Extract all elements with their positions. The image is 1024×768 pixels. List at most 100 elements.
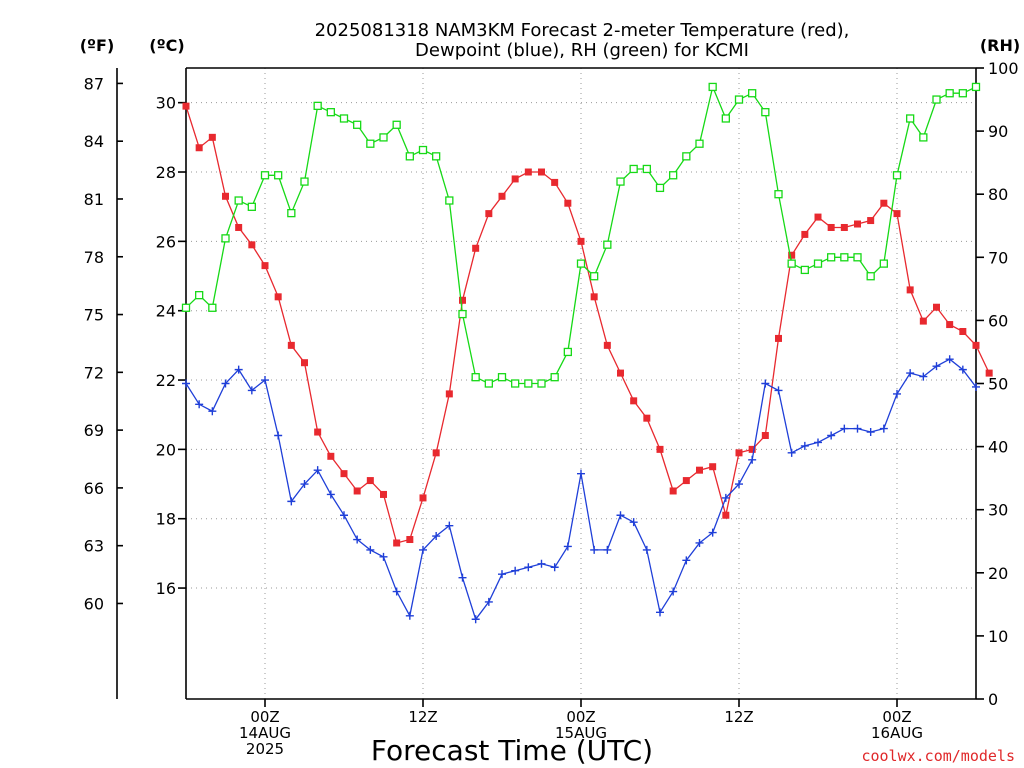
rh-point [721, 114, 730, 123]
temperature-point [669, 487, 677, 495]
dewpoint-point [945, 355, 954, 364]
dewpoint-point [721, 493, 730, 502]
celsius-tick-label: 18 [156, 510, 176, 529]
temperature-point [301, 359, 308, 367]
rh-point [497, 373, 507, 382]
temperature-point [617, 369, 624, 377]
temperature-point [788, 251, 796, 259]
dewpoint-point [379, 552, 388, 561]
temperature-point [274, 293, 282, 301]
x-tick-label: 00Z [882, 708, 911, 726]
dewpoint-point [616, 511, 625, 520]
temperature-point [919, 317, 927, 325]
temperature-point [538, 168, 545, 176]
temperature-point [524, 168, 532, 176]
temperature-point [630, 397, 638, 405]
rh-point [247, 202, 256, 211]
rh-point [906, 114, 915, 123]
rh-point [379, 133, 388, 142]
rh-point [392, 120, 401, 129]
temperature-point [406, 536, 414, 544]
rh-point [590, 272, 599, 281]
dewpoint-point [563, 542, 572, 551]
celsius-tick-label: 26 [156, 232, 176, 251]
axes [116, 67, 984, 707]
rh-point [879, 259, 888, 268]
rh-tick-label: 100 [988, 59, 1019, 78]
fahrenheit-tick-label: 69 [84, 421, 104, 440]
x-axis-label: Forecast Time (UTC) [371, 734, 653, 767]
dewpoint-point [682, 556, 691, 565]
rh-tick-label: 0 [988, 690, 998, 709]
dewpoint-point [748, 455, 757, 464]
rh-point [445, 196, 454, 205]
dewpoint-point [247, 386, 256, 395]
temperature-point [946, 321, 954, 329]
x-tick-label: 12Z [724, 708, 753, 726]
dewpoint-point [313, 466, 322, 475]
rh-point [734, 95, 744, 104]
temperature-point [380, 490, 387, 498]
rh-point [616, 177, 625, 186]
temperature-series [182, 102, 993, 547]
dewpoint-point [853, 424, 862, 433]
rh-point [339, 114, 349, 123]
temperature-point [419, 494, 427, 502]
dewpoint-point [300, 480, 309, 489]
fahrenheit-tick-label: 75 [84, 306, 104, 325]
temperature-point [656, 445, 664, 453]
dewpoint-point [287, 497, 296, 506]
temperature-point [748, 445, 756, 453]
rh-point [629, 164, 638, 174]
dewpoint-point [840, 424, 849, 433]
dewpoint-series [182, 355, 980, 624]
fahrenheit-tick-label: 84 [84, 132, 104, 151]
rh-point [537, 379, 546, 388]
dewpoint-point [972, 382, 980, 391]
celsius-tick-label: 20 [156, 440, 176, 459]
rh-point [800, 265, 809, 275]
temperature-point [498, 192, 506, 200]
temperature-point [327, 452, 335, 460]
celsius-tick-label: 16 [156, 579, 176, 598]
rh-point [234, 196, 243, 205]
dewpoint-point [445, 521, 454, 530]
rh-point [827, 253, 836, 262]
dewpoint-point [484, 597, 493, 606]
rh-point [748, 89, 757, 98]
rh-point [695, 139, 704, 148]
temperature-point [906, 286, 914, 294]
dewpoint-point [208, 407, 217, 416]
temperature-point [603, 341, 611, 349]
temperature-point [590, 293, 598, 301]
dewpoint-point [471, 615, 480, 624]
temperature-point [432, 449, 440, 457]
rh-point [195, 291, 204, 300]
dewpoint-point [761, 379, 770, 388]
dewpoint-point [353, 535, 362, 544]
rh-unit-label: (RH) [980, 36, 1020, 55]
chart-subtitle: Dewpoint (blue), RH (green) for KCMI [415, 40, 749, 61]
dewpoint-point [550, 563, 559, 572]
temperature-point [643, 414, 651, 422]
temperature-point [933, 303, 940, 311]
dewpoint-point [827, 431, 836, 440]
temperature-point [182, 102, 190, 110]
temperature-point [314, 428, 322, 436]
fahrenheit-unit-label: (ºF) [80, 36, 115, 55]
temperature-point [511, 175, 519, 183]
rh-point [971, 82, 981, 92]
titles: 2025081318 NAM3KM Forecast 2-meter Tempe… [80, 20, 1020, 61]
x-tick-label: 00Z [250, 708, 279, 726]
rh-point [313, 101, 322, 111]
dewpoint-point [577, 469, 585, 478]
dewpoint-point [590, 545, 599, 554]
rh-point [642, 164, 651, 174]
dewpoint-point [419, 545, 427, 554]
dewpoint-point [656, 608, 664, 617]
rh-tick-label: 50 [988, 375, 1008, 394]
x-tick-label: 12Z [408, 708, 437, 726]
rh-point [919, 133, 928, 142]
temperature-point [880, 199, 888, 207]
